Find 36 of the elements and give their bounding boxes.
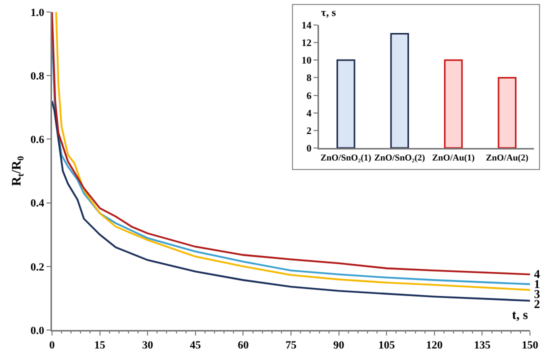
y-tick-label: 1.0 [30,6,45,19]
x-tick-label: 105 [378,340,396,352]
x-tick-label: 120 [426,340,444,352]
x-tick-label: 75 [286,340,297,352]
bar [390,33,409,148]
y-tick-label: 4 [306,108,312,120]
line-series [52,100,530,302]
x-tick-label: 15 [94,340,106,352]
bar [336,59,356,148]
y-axis-title: τ, s [321,7,337,19]
bar [498,76,516,148]
y-tick-label: 2 [306,126,312,137]
y-tick-label: 10 [302,56,312,67]
y-tick-label: 6 [306,90,312,102]
x-tick-label: ZnO/SnO₂(1) [320,152,372,162]
x-tick-label: ZnO/SnO₂(2) [374,152,425,162]
x-tick-label: 45 [190,340,202,352]
x-tick-label: 60 [238,340,250,352]
y-tick-label: 8 [306,73,312,84]
x-tick-label: 135 [474,340,491,352]
y-tick-label: 0.0 [30,324,45,337]
x-tick-label: 30 [142,340,154,352]
x-tick-label: 0 [49,340,56,352]
x-tick-label: ZnO/Au(2) [486,152,528,162]
y-tick-label: 0.8 [30,70,45,82]
y-tick-label: 0 [306,144,312,154]
y-tick-label: 14 [302,20,312,32]
bar [444,59,463,148]
x-tick-label: 150 [522,340,539,352]
x-tick-label: ZnO/Au(1) [432,152,475,162]
y-tick-label: 0.6 [30,134,45,146]
y-tick-label: 0.2 [30,261,45,274]
y-tick-label: 12 [302,38,312,50]
y-tick-label: 0.4 [30,198,45,210]
x-tick-label: 90 [333,340,345,352]
x-axis-title: t, s [512,307,528,322]
